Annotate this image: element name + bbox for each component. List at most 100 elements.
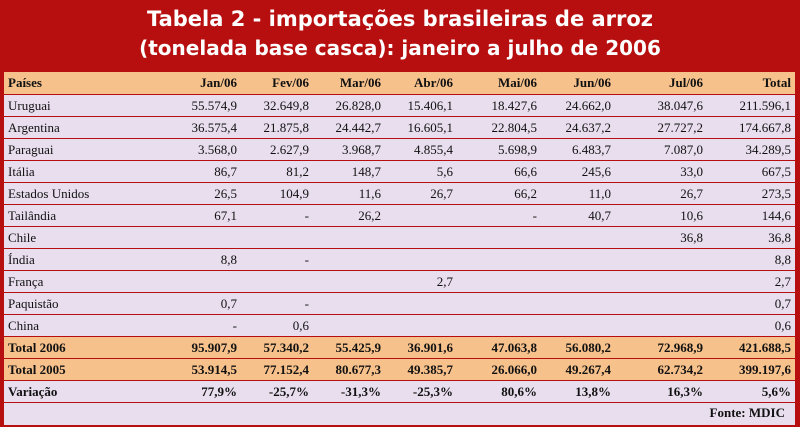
table-cell: 53.914,5 (154, 358, 241, 381)
table-cell (457, 248, 541, 271)
table-cell: 77,9% (154, 380, 241, 403)
table-cell: - (241, 248, 313, 271)
table-cell (385, 248, 457, 271)
table-cell: 26,7 (615, 182, 707, 205)
table-cell: 26.066,0 (457, 358, 541, 381)
table-cell (385, 314, 457, 337)
table-cell: 5.698,9 (457, 138, 541, 161)
table-cell (615, 292, 707, 315)
table-cell: 26.828,0 (313, 94, 385, 117)
table-cell: 27.727,2 (615, 116, 707, 139)
column-header: Jun/06 (541, 72, 615, 95)
table-cell: 67,1 (154, 204, 241, 227)
table-row: Tailândia 67,1-26,2-40,7 10,6 144,6 (4, 204, 795, 227)
table-cell: 16.605,1 (385, 116, 457, 139)
table-frame: Países Jan/06 Fev/06 Mar/06 Abr/06 Mai/06 Jun/… (4, 72, 795, 425)
table-cell: 86,7 (154, 160, 241, 183)
table-cell: 11,0 (541, 182, 615, 205)
row-label: Variação (4, 380, 154, 403)
table-cell: 24.442,7 (313, 116, 385, 139)
table-cell (241, 226, 313, 249)
table-cell: -31,3% (313, 380, 385, 403)
table-cell (385, 226, 457, 249)
table-cell: 26,2 (313, 204, 385, 227)
table-cell: 2,7 (707, 270, 795, 293)
row-label: Uruguai (4, 94, 154, 117)
table-cell (457, 292, 541, 315)
table-cell: 13,8% (541, 380, 615, 403)
table-cell: 5,6% (707, 380, 795, 403)
table-cell: 55.425,9 (313, 336, 385, 359)
row-label: Total 2005 (4, 358, 154, 381)
table-cell: 77.152,4 (241, 358, 313, 381)
table-cell (541, 248, 615, 271)
source-note: Fonte: MDIC (709, 405, 785, 420)
table-cell: 10,6 (615, 204, 707, 227)
table-cell: 7.087,0 (615, 138, 707, 161)
table-cell (541, 270, 615, 293)
table-cell: 174.667,8 (707, 116, 795, 139)
column-header: Jul/06 (615, 72, 707, 95)
row-label: China (4, 314, 154, 337)
table-cell: 21.875,8 (241, 116, 313, 139)
table-cell: 95.907,9 (154, 336, 241, 359)
table-cell: 3.968,7 (313, 138, 385, 161)
table-cell (615, 248, 707, 271)
table-cell (541, 314, 615, 337)
table-cell: 47.063,8 (457, 336, 541, 359)
row-label: Chile (4, 226, 154, 249)
table-cell: 18.427,6 (457, 94, 541, 117)
table-row: Chile 36,8 36,8 (4, 226, 795, 249)
title-line-2: (tonelada base casca): janeiro a julho d… (139, 36, 661, 60)
table-cell: 33,0 (615, 160, 707, 183)
table-cell: 5,6 (385, 160, 457, 183)
table-cell: 6.483,7 (541, 138, 615, 161)
row-label: Índia (4, 248, 154, 271)
table-cell: 62.734,2 (615, 358, 707, 381)
table-cell: 36.901,6 (385, 336, 457, 359)
table-row: Uruguai 55.574,9 32.649,8 26.828,0 15.406,1 1… (4, 94, 795, 117)
table-cell: 421.688,5 (707, 336, 795, 359)
table-cell: 399.197,6 (707, 358, 795, 381)
title-line-1: Tabela 2 - importações brasileiras de ar… (146, 7, 654, 31)
table-row: Paraguai 3.568,0 2.627,9 3.968,7 4.855,4 5.69… (4, 138, 795, 161)
table-cell (541, 226, 615, 249)
table-cell: - (154, 314, 241, 337)
table-cell: 80,6% (457, 380, 541, 403)
row-label: Tailândia (4, 204, 154, 227)
table-row: Índia 8,8-8,8 (4, 248, 795, 271)
imports-table: Países Jan/06 Fev/06 Mar/06 Abr/06 Mai/06 Jun/… (4, 72, 795, 403)
table-cell: 245,6 (541, 160, 615, 183)
table-row: Itália 86,7 81,2 148,7 5,6 66,6 245,6 33,0 667,5 (4, 160, 795, 183)
table-cell (541, 292, 615, 315)
column-header: Total (707, 72, 795, 95)
table-cell: 2,7 (385, 270, 457, 293)
row-label: Paquistão (4, 292, 154, 315)
table-cell (313, 314, 385, 337)
row-label: França (4, 270, 154, 293)
table-cell: - (457, 204, 541, 227)
table-cell: 0,6 (241, 314, 313, 337)
table-cell: 57.340,2 (241, 336, 313, 359)
table-cell: 34.289,5 (707, 138, 795, 161)
table-cell: 32.649,8 (241, 94, 313, 117)
table-cell (313, 226, 385, 249)
table-body: Uruguai 55.574,9 32.649,8 26.828,0 15.406,1 1… (4, 94, 795, 403)
table-cell: 667,5 (707, 160, 795, 183)
total-row: Total 2006 95.907,9 57.340,2 55.425,9 36.901… (4, 336, 795, 359)
table-cell: -25,7% (241, 380, 313, 403)
table-cell (457, 270, 541, 293)
total-row: Total 2005 53.914,5 77.152,4 80.677,3 49.385… (4, 358, 795, 381)
table-cell: 80.677,3 (313, 358, 385, 381)
column-header: Abr/06 (385, 72, 457, 95)
table-cell (313, 292, 385, 315)
table-cell (457, 314, 541, 337)
table-cell: 26,7 (385, 182, 457, 205)
table-cell (313, 248, 385, 271)
row-label: Itália (4, 160, 154, 183)
table-row: Estados Unidos 26,5 104,9 11,6 26,7 66,2 11,0 2… (4, 182, 795, 205)
table-cell: 273,5 (707, 182, 795, 205)
table-row: China -0,6 0,6 (4, 314, 795, 337)
column-header: Jan/06 (154, 72, 241, 95)
table-cell: 49.267,4 (541, 358, 615, 381)
